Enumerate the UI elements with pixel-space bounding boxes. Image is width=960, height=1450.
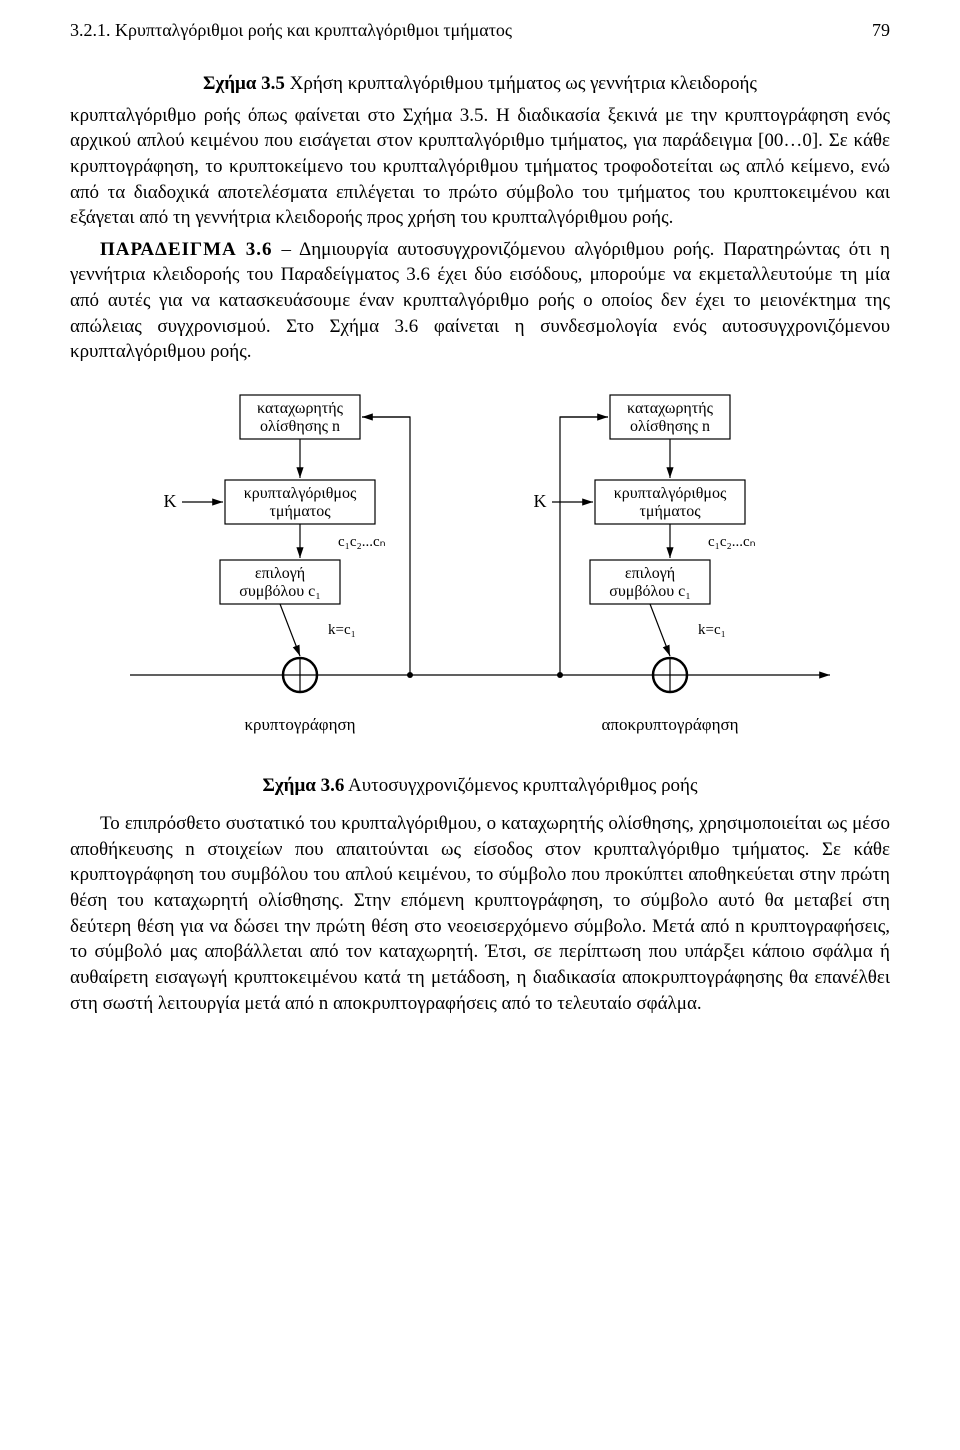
figure-3-6-text: Αυτοσυγχρονιζόμενος κρυπταλγόριθμος ροής bbox=[344, 775, 697, 796]
svg-text:συμβόλου c₁: συμβόλου c₁ bbox=[609, 583, 691, 600]
svg-text:αποκρυπτογράφηση: αποκρυπτογράφηση bbox=[601, 715, 738, 734]
svg-text:c₁c₂...cₙ: c₁c₂...cₙ bbox=[708, 534, 756, 550]
svg-text:k=c₁: k=c₁ bbox=[698, 622, 726, 638]
figure-3-6-label: Σχήμα 3.6 bbox=[262, 775, 344, 796]
figure-3-5-text: Χρήση κρυπταλγόριθμου τμήματος ως γεννήτ… bbox=[285, 73, 757, 94]
svg-text:κρυπτογράφηση: κρυπτογράφηση bbox=[244, 715, 355, 734]
figure-3-5-label: Σχήμα 3.5 bbox=[203, 73, 285, 94]
svg-text:κρυπταλγόριθμος: κρυπταλγόριθμος bbox=[614, 485, 727, 502]
svg-text:K: K bbox=[534, 491, 547, 511]
svg-text:ολίσθησης n: ολίσθησης n bbox=[260, 418, 340, 435]
svg-text:καταχωρητής: καταχωρητής bbox=[627, 400, 714, 417]
example-label: ΠΑΡΑΔΕΙΓΜΑ 3.6 bbox=[100, 239, 272, 260]
svg-text:τμήματος: τμήματος bbox=[269, 503, 331, 520]
svg-text:K: K bbox=[164, 491, 177, 511]
page-header: 3.2.1. Κρυπταλγόριθμοι ροής και κρυπταλγ… bbox=[70, 20, 890, 41]
svg-text:k=c₁: k=c₁ bbox=[328, 622, 356, 638]
figure-3-5-caption: Σχήμα 3.5 Χρήση κρυπταλγόριθμου τμήματος… bbox=[70, 71, 890, 97]
svg-text:κρυπταλγόριθμος: κρυπταλγόριθμος bbox=[244, 485, 357, 502]
svg-text:επιλογή: επιλογή bbox=[625, 565, 675, 582]
svg-text:ολίσθησης n: ολίσθησης n bbox=[630, 418, 710, 435]
svg-text:καταχωρητής: καταχωρητής bbox=[257, 400, 344, 417]
svg-text:συμβόλου c₁: συμβόλου c₁ bbox=[239, 583, 321, 600]
diagram-svg: καταχωρητήςολίσθησης nκρυπταλγόριθμοςτμή… bbox=[120, 385, 840, 765]
section-title: 3.2.1. Κρυπταλγόριθμοι ροής και κρυπταλγ… bbox=[70, 20, 512, 40]
svg-text:τμήματος: τμήματος bbox=[639, 503, 701, 520]
paragraph-3: Το επιπρόσθετο συστατικό του κρυπταλγόρι… bbox=[70, 811, 890, 1016]
svg-text:c₁c₂...cₙ: c₁c₂...cₙ bbox=[338, 534, 386, 550]
paragraph-2: ΠΑΡΑΔΕΙΓΜΑ 3.6 – Δημιουργία αυτοσυγχρονι… bbox=[70, 237, 890, 365]
page-number: 79 bbox=[872, 20, 890, 41]
svg-text:επιλογή: επιλογή bbox=[255, 565, 305, 582]
paragraph-1: κρυπταλγόριθμο ροής όπως φαίνεται στο Σχ… bbox=[70, 103, 890, 231]
figure-3-6-diagram: καταχωρητήςολίσθησης nκρυπταλγόριθμοςτμή… bbox=[70, 385, 890, 765]
figure-3-6-caption: Σχήμα 3.6 Αυτοσυγχρονιζόμενος κρυπταλγόρ… bbox=[70, 775, 890, 797]
